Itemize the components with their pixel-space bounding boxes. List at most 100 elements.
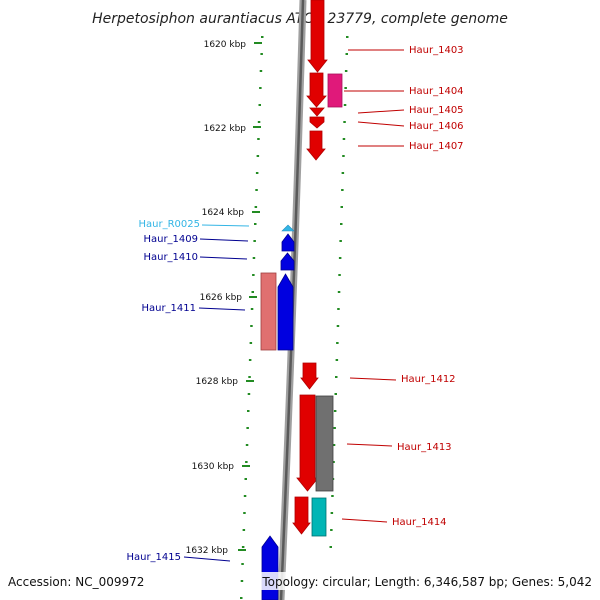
gene-arrow bbox=[309, 107, 325, 117]
inner-ring-dot bbox=[240, 597, 243, 599]
inner-ring-dot bbox=[253, 240, 256, 242]
outer-ring-dot bbox=[337, 308, 340, 310]
inner-ring-dot bbox=[252, 257, 256, 259]
tick-mark bbox=[252, 211, 260, 213]
gene-label: Haur_1414 bbox=[392, 517, 447, 528]
outer-ring-dot bbox=[340, 223, 343, 225]
gene-haur-1411[interactable]: Haur_1411 bbox=[141, 272, 294, 351]
gene-haur-r0025[interactable]: Haur_R0025 bbox=[139, 219, 295, 232]
gene-haur-1406[interactable]: Haur_1406 bbox=[309, 116, 464, 132]
accession-backdrop bbox=[4, 572, 102, 590]
inner-ring-dot bbox=[254, 223, 257, 225]
tick-mark bbox=[249, 296, 257, 298]
inner-ring-dot bbox=[245, 444, 249, 446]
gene-arrow bbox=[277, 273, 294, 351]
outer-ring-dot bbox=[343, 121, 346, 123]
outer-ring-dot bbox=[330, 512, 334, 514]
inner-ring-dot bbox=[247, 393, 251, 395]
outer-ring-dot bbox=[338, 274, 341, 276]
label-line bbox=[341, 518, 388, 523]
tick-label: 1622 kbp bbox=[204, 124, 247, 134]
inner-ring-dot bbox=[248, 359, 252, 361]
inner-ring-dot bbox=[249, 342, 253, 344]
gene-block-grey bbox=[315, 395, 334, 492]
inner-ring-dot bbox=[241, 546, 245, 548]
topology-backdrop bbox=[258, 572, 596, 590]
kbp-scale: 1620 kbp 1622 kbp 1624 kbp 1626 kbp 1628… bbox=[186, 40, 262, 556]
label-line bbox=[183, 556, 231, 562]
label-line bbox=[201, 224, 250, 227]
outer-ring-dot bbox=[341, 189, 344, 191]
inner-ring-dot bbox=[259, 87, 262, 89]
outer-ring-dot bbox=[332, 461, 335, 463]
gene-arrow bbox=[292, 496, 311, 535]
inner-ring-dot bbox=[247, 410, 250, 412]
gene-arrow bbox=[281, 224, 295, 232]
inner-ring-dot bbox=[244, 478, 247, 480]
tick-1630kbp: 1630 kbp bbox=[192, 462, 250, 472]
tick-1620kbp: 1620 kbp bbox=[204, 40, 262, 50]
inner-ring-dot bbox=[243, 512, 246, 514]
inner-ring-dot bbox=[257, 138, 260, 140]
outer-ring-dot bbox=[342, 138, 346, 140]
outer-ring-dot bbox=[344, 70, 348, 72]
inner-ring-dot bbox=[241, 563, 244, 565]
accession-text: Accession: NC_009972 bbox=[8, 575, 144, 589]
outer-ring-dot bbox=[341, 172, 345, 174]
outer-ring-dot bbox=[342, 155, 345, 157]
tick-label: 1630 kbp bbox=[192, 462, 235, 472]
outer-ring-dot bbox=[333, 427, 336, 429]
gene-haur-1412[interactable]: Haur_1412 bbox=[300, 362, 456, 390]
gene-arrow bbox=[309, 116, 325, 129]
outer-ring-dot bbox=[332, 444, 336, 446]
tick-1628kbp: 1628 kbp bbox=[196, 377, 254, 387]
gene-block-salmon bbox=[260, 272, 277, 351]
inner-ring-dot bbox=[243, 495, 247, 497]
gene-arrow bbox=[296, 394, 319, 492]
outer-ring-dot bbox=[333, 410, 337, 412]
inner-ring-dot bbox=[250, 308, 254, 310]
gene-arrow bbox=[281, 233, 295, 252]
outer-ring-dot bbox=[331, 495, 334, 497]
label-line bbox=[198, 307, 246, 311]
tick-1626kbp: 1626 kbp bbox=[200, 293, 257, 303]
inner-ring-dot bbox=[254, 206, 258, 208]
inner-ring-dot bbox=[255, 189, 258, 191]
outer-ring-dot bbox=[335, 359, 339, 361]
outer-ring-dot bbox=[329, 546, 332, 548]
gene-haur-1414[interactable]: Haur_1414 bbox=[292, 496, 447, 537]
gene-label: Haur_1407 bbox=[409, 141, 464, 152]
tick-label: 1632 kbp bbox=[186, 546, 229, 556]
inner-ring-dot bbox=[252, 274, 255, 276]
gene-arrow bbox=[307, 0, 328, 73]
gene-haur-1410[interactable]: Haur_1410 bbox=[143, 252, 295, 271]
inner-ring-dot bbox=[261, 36, 264, 38]
tick-label: 1620 kbp bbox=[204, 40, 247, 50]
inner-ring-dot bbox=[248, 376, 251, 378]
label-line bbox=[346, 443, 393, 447]
outer-ring-dot bbox=[344, 87, 347, 89]
gene-haur-1404[interactable]: Haur_1404 bbox=[306, 72, 464, 108]
gene-haur-1413[interactable]: Haur_1413 bbox=[296, 394, 452, 492]
inner-ring-dot bbox=[255, 172, 259, 174]
gene-label: Haur_1413 bbox=[397, 442, 452, 453]
inner-ring-dot bbox=[258, 104, 261, 106]
gene-label: Haur_1406 bbox=[409, 121, 464, 132]
topology-text: Topology: circular; Length: 6,346,587 bp… bbox=[261, 575, 592, 589]
gene-haur-1403[interactable]: Haur_1403 bbox=[307, 0, 464, 73]
gene-arrow bbox=[300, 362, 319, 390]
gene-label: Haur_1404 bbox=[409, 86, 464, 97]
gene-label: Haur_1409 bbox=[143, 234, 198, 245]
gene-arrow bbox=[306, 72, 327, 108]
tick-1632kbp: 1632 kbp bbox=[186, 546, 246, 556]
gene-haur-1405[interactable]: Haur_1405 bbox=[309, 105, 464, 117]
inner-ring-dot bbox=[250, 325, 253, 327]
label-line bbox=[357, 109, 405, 114]
gene-arrow bbox=[261, 535, 279, 600]
gene-arrow bbox=[306, 130, 326, 161]
gene-haur-1409[interactable]: Haur_1409 bbox=[143, 233, 295, 252]
inner-ring-dot bbox=[260, 53, 263, 55]
outer-ring-dot bbox=[339, 240, 342, 242]
gene-haur-1407[interactable]: Haur_1407 bbox=[306, 130, 464, 161]
gene-label: Haur_1410 bbox=[143, 252, 198, 263]
